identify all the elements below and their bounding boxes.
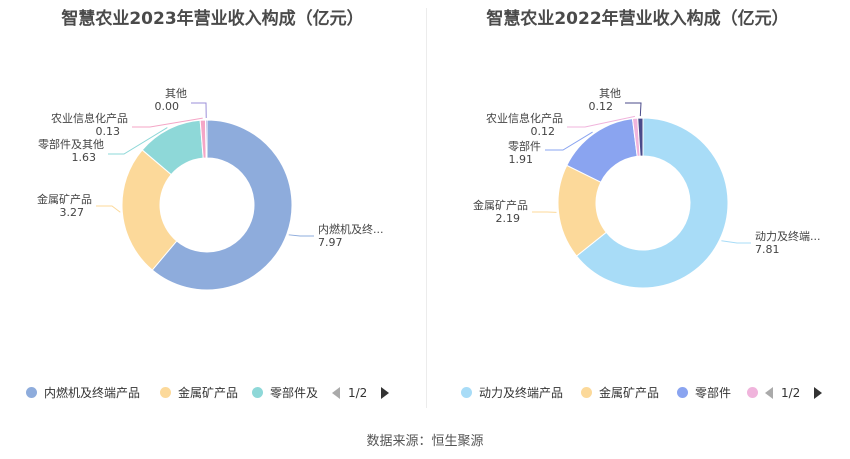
legend-swatch <box>747 387 758 398</box>
slice-label-1: 金属矿产品 <box>37 192 92 206</box>
slice-value-3: 0.13 <box>96 125 121 138</box>
chart-2023: 内燃机及终... 7.97 金属矿产品 3.27 零部件及其他 1.63 农业信息化产品 0.… <box>0 0 425 410</box>
slice-label-1: 金属矿产品 <box>473 198 528 212</box>
slice-value-1: 2.19 <box>496 212 521 225</box>
slice-label-2: 零部件及其他 <box>38 137 104 151</box>
legend-swatch <box>160 387 171 398</box>
legend-swatch <box>252 387 263 398</box>
slice-value-0: 7.97 <box>318 236 343 249</box>
donut-slice-4 <box>637 117 644 157</box>
slice-value-2: 1.91 <box>509 153 534 166</box>
slice-value-1: 3.27 <box>60 206 85 219</box>
legend-label: 零部件及 <box>270 386 319 400</box>
slice-label-0: 内燃机及终... <box>318 222 384 236</box>
slice-value-4: 0.12 <box>589 100 614 113</box>
leader-line-4 <box>191 102 207 119</box>
slice-label-3: 农业信息化产品 <box>51 111 128 125</box>
leader-line-0 <box>721 240 751 244</box>
leader-line-2 <box>108 127 168 155</box>
legend-swatch <box>26 387 37 398</box>
legend-page-indicator: 1/2 <box>781 386 801 400</box>
slice-label-4: 其他 <box>165 87 187 100</box>
chart-2022: 动力及终端... 7.81 金属矿产品 2.19 零部件 1.91 农业信息化产品 0.12 其… <box>425 0 850 410</box>
slice-label-3: 农业信息化产品 <box>486 111 563 125</box>
data-source-note: 数据来源：恒生聚源 <box>366 434 484 449</box>
slice-value-3: 0.12 <box>531 125 556 138</box>
slice-value-4: 0.00 <box>155 100 180 113</box>
panel-divider <box>426 8 427 408</box>
donut-slice-0 <box>151 119 293 291</box>
slice-value-0: 7.81 <box>755 243 780 256</box>
leader-line-3 <box>567 115 636 128</box>
legend-label: 动力及终端产品 <box>479 386 564 400</box>
legend-label: 零部件 <box>695 386 732 400</box>
legend-label: 金属矿产品 <box>599 386 660 400</box>
slice-label-4: 其他 <box>599 87 621 100</box>
legend-next-arrow-icon[interactable] <box>814 387 822 399</box>
leader-line-2 <box>545 131 593 151</box>
donut-chart-2023: 内燃机及终...7.97金属矿产品3.27零部件及其他1.63农业信息化产品0.… <box>37 87 384 291</box>
legend-2023: 内燃机及终端产品 金属矿产品 零部件及 1/2 <box>26 384 406 402</box>
legend-prev-arrow-icon[interactable] <box>765 387 773 399</box>
leader-line-3 <box>132 117 203 128</box>
legend-swatch <box>581 387 592 398</box>
donut-slice-0 <box>575 117 729 289</box>
donut-slice-1 <box>121 149 178 271</box>
donut-slice-4 <box>204 119 208 159</box>
chart-title-2023: 智慧农业2023年营业收入构成（亿元） <box>61 9 364 29</box>
leader-line-1 <box>96 205 121 213</box>
slice-label-0: 动力及终端... <box>755 229 821 243</box>
leader-line-4 <box>625 102 642 117</box>
leader-line-0 <box>288 234 314 237</box>
legend-swatch <box>677 387 688 398</box>
legend-swatch <box>461 387 472 398</box>
donut-chart-2022: 动力及终端...7.81金属矿产品2.19零部件1.91农业信息化产品0.12其… <box>473 87 821 289</box>
legend-next-arrow-icon[interactable] <box>381 387 389 399</box>
legend-label: 内燃机及终端产品 <box>44 386 141 400</box>
legend-label: 金属矿产品 <box>178 386 239 400</box>
chart-title-2022: 智慧农业2022年营业收入构成（亿元） <box>486 9 789 29</box>
legend-prev-arrow-icon[interactable] <box>332 387 340 399</box>
slice-value-2: 1.63 <box>72 151 97 164</box>
legend-2022: 动力及终端产品 金属矿产品 零部件 1/2 <box>461 384 841 402</box>
legend-page-indicator: 1/2 <box>348 386 368 400</box>
slice-label-2: 零部件 <box>508 139 541 153</box>
